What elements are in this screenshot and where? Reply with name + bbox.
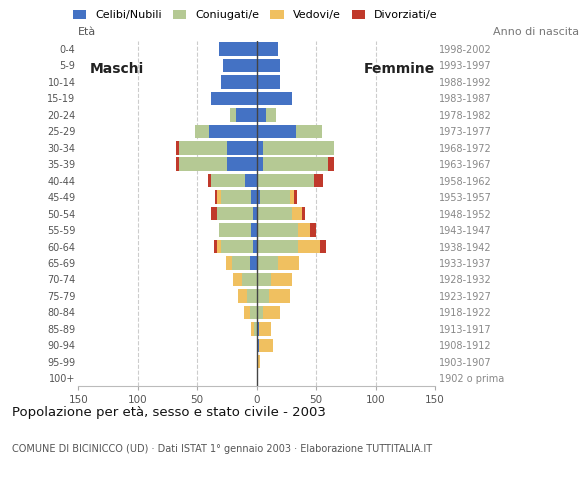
Bar [256,322,259,336]
Bar [215,191,218,204]
Text: Popolazione per età, sesso e stato civile - 2003: Popolazione per età, sesso e stato civil… [12,406,325,419]
Bar [271,273,292,286]
Bar [298,240,320,253]
Bar [259,338,273,352]
Bar [237,108,256,121]
Bar [242,273,256,286]
Bar [212,207,218,220]
Bar [302,207,306,220]
Bar [214,240,218,253]
Bar [260,191,290,204]
Bar [256,42,278,56]
Bar [249,256,256,270]
Bar [244,306,249,319]
Bar [251,322,254,336]
Bar [253,240,256,253]
Bar [256,338,259,352]
Bar [249,306,256,319]
Bar [263,157,328,171]
Bar [278,256,299,270]
Bar [218,191,221,204]
Bar [256,289,269,302]
Bar [293,191,297,204]
Legend: Celibi/Nubili, Coniugati/e, Vedovi/e, Divorziati/e: Celibi/Nubili, Coniugati/e, Vedovi/e, Di… [68,6,442,25]
Bar [290,191,293,204]
Bar [219,223,251,237]
Bar [256,306,263,319]
Bar [226,256,231,270]
Bar [218,207,253,220]
Bar [256,223,298,237]
Bar [256,125,296,138]
Bar [221,240,253,253]
Bar [256,108,266,121]
Bar [259,322,271,336]
Bar [256,191,260,204]
Bar [298,223,310,237]
Bar [223,59,256,72]
Bar [251,223,256,237]
Bar [212,174,245,187]
Bar [238,289,247,302]
Bar [209,125,256,138]
Bar [310,223,316,237]
Bar [208,174,212,187]
Bar [212,92,256,105]
Bar [176,157,179,171]
Bar [256,240,298,253]
Bar [231,256,249,270]
Bar [256,207,292,220]
Bar [256,141,263,155]
Bar [296,125,322,138]
Bar [227,157,256,171]
Bar [256,256,278,270]
Text: Anno di nascita: Anno di nascita [493,27,579,37]
Bar [256,273,271,286]
Bar [195,125,209,138]
Bar [176,141,179,155]
Bar [251,191,256,204]
Bar [230,108,237,121]
Bar [219,42,256,56]
Bar [256,174,314,187]
Bar [233,273,242,286]
Bar [314,174,323,187]
Bar [328,157,334,171]
Bar [263,306,280,319]
Bar [253,207,256,220]
Bar [266,108,276,121]
Bar [245,174,256,187]
Bar [256,355,260,369]
Bar [256,59,280,72]
Text: COMUNE DI BICINICCO (UD) · Dati ISTAT 1° gennaio 2003 · Elaborazione TUTTITALIA.: COMUNE DI BICINICCO (UD) · Dati ISTAT 1°… [12,444,432,454]
Bar [256,92,292,105]
Bar [254,322,256,336]
Bar [221,191,251,204]
Text: Età: Età [78,27,96,37]
Bar [179,141,227,155]
Bar [269,289,290,302]
Bar [227,141,256,155]
Bar [256,157,263,171]
Bar [179,157,227,171]
Bar [221,75,256,89]
Text: Femmine: Femmine [364,62,435,76]
Bar [292,207,302,220]
Bar [320,240,325,253]
Bar [247,289,256,302]
Bar [256,75,280,89]
Bar [218,240,221,253]
Text: Maschi: Maschi [90,62,144,76]
Bar [263,141,334,155]
